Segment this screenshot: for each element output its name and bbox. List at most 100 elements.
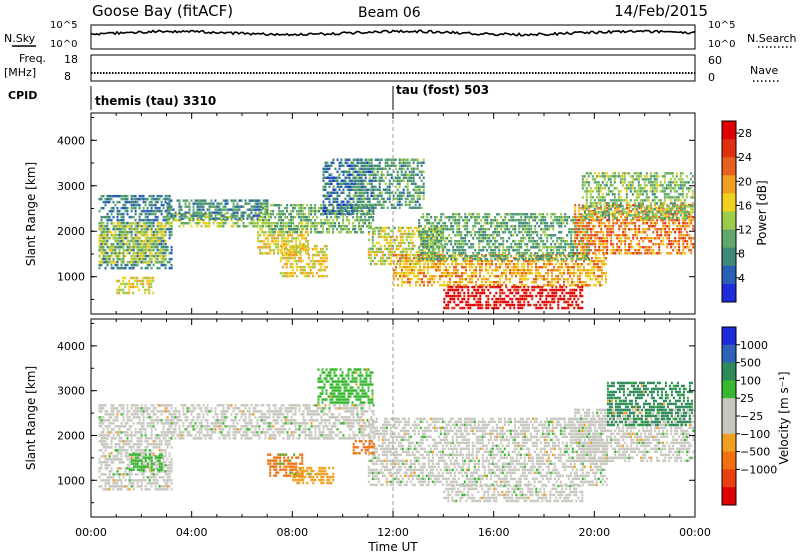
scatter-cell bbox=[632, 228, 635, 231]
scatter-cell bbox=[302, 228, 305, 231]
scatter-cell bbox=[144, 222, 147, 225]
scatter-cell bbox=[654, 252, 657, 255]
scatter-cell bbox=[279, 234, 282, 237]
scatter-cell bbox=[120, 266, 123, 270]
scatter-cell bbox=[395, 256, 398, 260]
scatter-cell bbox=[537, 266, 539, 269]
scatter-cell bbox=[479, 297, 482, 301]
scatter-cell bbox=[274, 228, 277, 231]
scatter-cell bbox=[281, 271, 284, 275]
scatter-cell bbox=[602, 246, 605, 249]
scatter-cell bbox=[305, 249, 308, 252]
scatter-cell bbox=[246, 214, 249, 217]
scatter-cell bbox=[530, 255, 533, 258]
scatter-cell bbox=[544, 231, 547, 234]
scatter-cell bbox=[422, 237, 425, 240]
scatter-cell bbox=[122, 212, 125, 216]
scatter-cell bbox=[150, 194, 153, 198]
scatter-cell bbox=[315, 253, 318, 257]
scatter-cell bbox=[487, 288, 490, 292]
freq-tick-bottom: 8 bbox=[64, 70, 71, 83]
scatter-cell bbox=[431, 275, 433, 278]
scatter-cell bbox=[595, 260, 597, 263]
scatter-cell bbox=[208, 222, 211, 225]
scatter-cell bbox=[287, 259, 290, 263]
scatter-cell bbox=[596, 237, 599, 240]
scatter-cell bbox=[403, 266, 405, 269]
scatter-cell bbox=[565, 306, 568, 310]
scatter-cell bbox=[602, 234, 605, 237]
scatter-cell bbox=[542, 255, 545, 258]
scatter-cell bbox=[106, 255, 109, 258]
scatter-cell bbox=[350, 203, 353, 206]
scatter-cell bbox=[206, 216, 209, 219]
scatter-cell bbox=[98, 237, 101, 240]
scatter-cell bbox=[324, 185, 327, 188]
scatter-cell bbox=[124, 255, 127, 258]
scatter-cell bbox=[534, 255, 537, 258]
scatter-cell bbox=[307, 247, 310, 251]
scatter-cell bbox=[538, 225, 541, 228]
scatter-cell bbox=[478, 213, 481, 216]
scatter-cell bbox=[515, 288, 518, 292]
scatter-cell bbox=[124, 228, 127, 231]
scatter-cell bbox=[467, 291, 470, 295]
scatter-cell bbox=[507, 266, 509, 269]
scatter-cell bbox=[340, 203, 343, 206]
scatter-cell bbox=[628, 249, 631, 252]
scatter-cell bbox=[429, 256, 432, 260]
scatter-cell bbox=[427, 226, 430, 230]
scatter-cell bbox=[440, 219, 443, 222]
scatter-cell bbox=[419, 232, 422, 236]
scatter-cell bbox=[594, 237, 597, 240]
scatter-cell bbox=[482, 249, 485, 252]
scatter-cell bbox=[548, 252, 551, 255]
scatter-cell bbox=[450, 243, 453, 246]
scatter-cell bbox=[210, 211, 213, 214]
scatter-cell bbox=[489, 275, 491, 278]
scatter-cell bbox=[477, 306, 480, 310]
scatter-cell bbox=[218, 213, 221, 216]
scatter-cell bbox=[534, 219, 537, 222]
scatter-cell bbox=[387, 256, 390, 260]
scatter-cell bbox=[562, 219, 565, 222]
scatter-cell bbox=[418, 234, 421, 237]
scatter-cell bbox=[294, 225, 297, 228]
scatter-cell bbox=[214, 216, 217, 219]
scatter-cell bbox=[515, 275, 517, 278]
scatter-cell bbox=[542, 216, 545, 219]
scatter-cell bbox=[348, 203, 351, 206]
scatter-cell bbox=[578, 228, 581, 231]
scatter-cell bbox=[128, 231, 131, 234]
scatter-cell bbox=[236, 222, 239, 225]
scatter-cell bbox=[152, 233, 155, 237]
scatter-cell bbox=[387, 253, 390, 257]
scatter-cell bbox=[278, 210, 281, 213]
scatter-cell bbox=[598, 252, 601, 255]
scatter-cell bbox=[534, 252, 537, 255]
scatter-cell bbox=[287, 271, 290, 275]
scatter-cell bbox=[495, 300, 498, 304]
scatter-cell bbox=[525, 297, 528, 301]
scatter-cell bbox=[324, 204, 327, 207]
scatter-cell bbox=[534, 243, 537, 246]
scatter-cell bbox=[152, 263, 155, 267]
scatter-cell bbox=[453, 284, 455, 287]
scatter-cell bbox=[146, 212, 149, 216]
scatter-cell bbox=[648, 228, 651, 231]
scatter-cell bbox=[168, 266, 171, 270]
scatter-cell bbox=[418, 246, 421, 249]
scatter-cell bbox=[160, 237, 163, 240]
scatter-cell bbox=[346, 161, 349, 164]
scatter-cell bbox=[358, 204, 361, 207]
scatter-cell bbox=[418, 255, 421, 258]
scatter-cell bbox=[488, 213, 491, 216]
scatter-cell bbox=[321, 259, 324, 263]
scatter-cell bbox=[158, 194, 161, 198]
scatter-cell bbox=[150, 209, 153, 213]
scatter-cell bbox=[476, 255, 479, 258]
scatter-cell bbox=[447, 269, 449, 272]
scatter-cell bbox=[467, 306, 470, 310]
scatter-cell bbox=[563, 260, 565, 263]
scatter-cell bbox=[552, 219, 555, 222]
